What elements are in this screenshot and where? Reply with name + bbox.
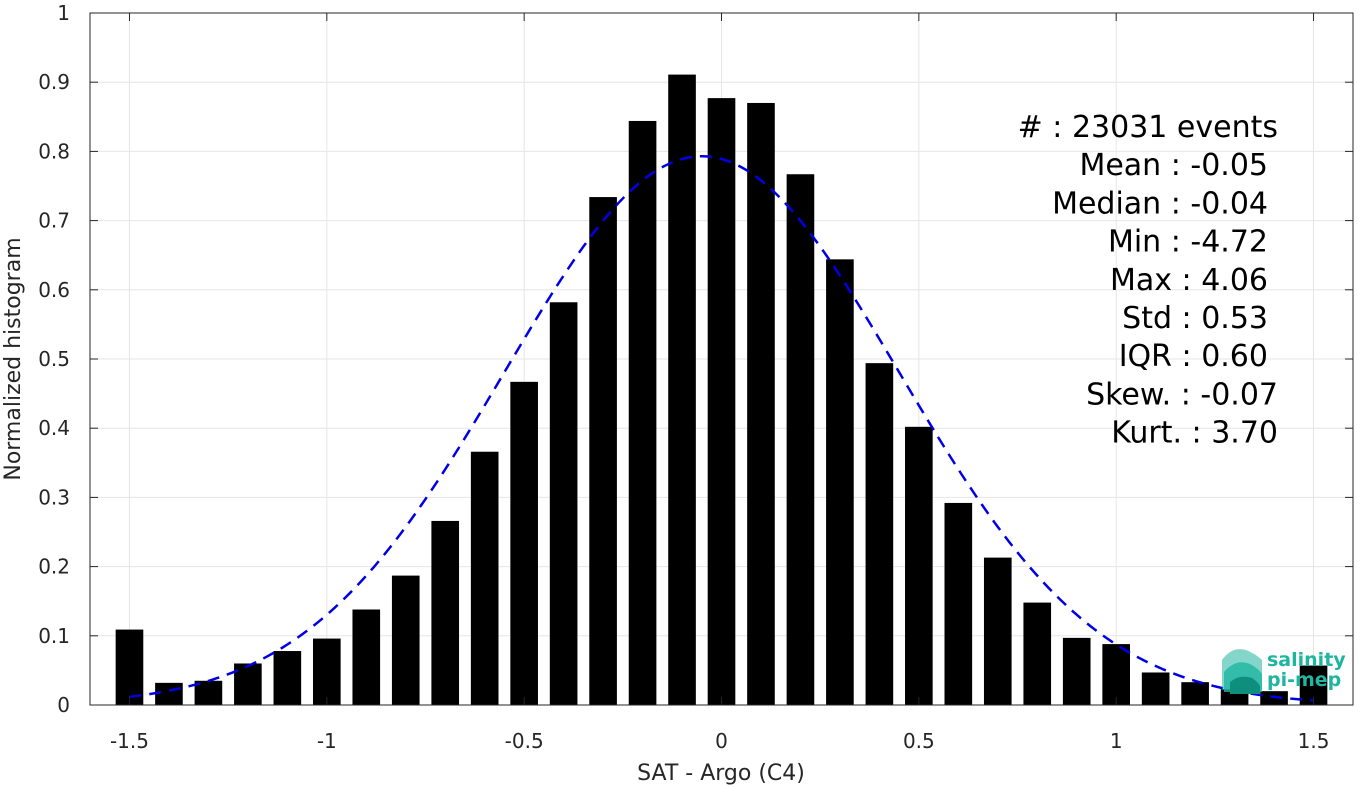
y-tick-label: 0.5: [38, 347, 70, 371]
histogram-bar: [312, 638, 341, 705]
histogram-bar: [510, 381, 538, 705]
logo-line2: pi-mep: [1267, 669, 1341, 691]
y-tick-label: 0.6: [38, 278, 70, 302]
stat-line: Min : -4.72: [1108, 225, 1268, 260]
histogram-bar: [470, 451, 499, 705]
y-tick-label: 0.7: [38, 209, 70, 233]
x-tick-label: 0.5: [903, 729, 935, 753]
histogram-bar: [589, 197, 617, 705]
stat-line: Skew. : -0.07: [1086, 377, 1278, 412]
histogram-bar: [115, 629, 144, 705]
x-tick-label: -1.5: [110, 729, 149, 753]
histogram-bar: [944, 502, 973, 705]
histogram-bar: [1023, 602, 1052, 705]
stat-line: Max : 4.06: [1110, 263, 1268, 298]
histogram-bars: [115, 74, 1328, 706]
histogram-bar: [786, 174, 815, 706]
histogram-bar: [234, 663, 262, 705]
histogram-bar: [431, 520, 460, 705]
stat-line: Std : 0.53: [1122, 301, 1268, 336]
y-tick-label: 0.4: [38, 416, 70, 440]
y-tick-label: 0.2: [38, 555, 70, 579]
histogram-bar: [905, 426, 933, 705]
y-tick-label: 0: [57, 693, 70, 717]
histogram-bar: [983, 557, 1012, 705]
histogram-bar: [273, 651, 302, 705]
logo-wave-icon: [1222, 649, 1262, 694]
histogram-bar: [747, 102, 775, 705]
y-tick-label: 1: [57, 1, 70, 25]
x-tick-label: 0: [715, 729, 728, 753]
stat-line: Kurt. : 3.70: [1111, 416, 1278, 451]
y-tick-label: 0.3: [38, 485, 70, 509]
histogram-bar: [391, 575, 420, 705]
x-axis-ticks: -1.5 -1 -0.5 0 0.5 1 1.5: [110, 13, 1329, 753]
gaussian-fit-curve: [129, 154, 1314, 702]
stat-line: Mean : -0.05: [1079, 148, 1268, 183]
histogram-bar: [707, 98, 736, 706]
x-tick-label: 1.5: [1298, 729, 1330, 753]
histogram-bar: [628, 120, 657, 705]
y-axis-label: Normalized histogram: [1, 237, 26, 480]
stat-line: # : 23031 events: [1018, 110, 1278, 145]
x-axis-label: SAT - Argo (C4): [637, 761, 805, 786]
histogram-bar: [549, 302, 578, 705]
histogram-bar: [1260, 691, 1288, 705]
histogram-bar: [352, 609, 381, 705]
histogram-bar: [668, 74, 696, 705]
logo-line1: salinity: [1267, 649, 1346, 671]
histogram-bar: [1141, 672, 1170, 705]
y-tick-label: 0.8: [38, 139, 70, 163]
histogram-bar: [826, 259, 854, 705]
y-tick-label: 0.9: [38, 70, 70, 94]
histogram-bar: [1102, 644, 1131, 705]
histogram-bar: [865, 363, 894, 705]
x-tick-label: -1: [317, 729, 337, 753]
y-tick-label: 0.1: [38, 624, 70, 648]
stat-line: IQR : 0.60: [1119, 339, 1268, 374]
histogram-bar: [155, 682, 183, 705]
salinity-pi-mep-logo: salinity pi-mep: [1222, 649, 1346, 694]
x-tick-label: 1: [1110, 729, 1123, 753]
histogram-bar: [1181, 682, 1209, 705]
stat-line: Median : -0.04: [1052, 186, 1268, 221]
x-tick-label: -0.5: [505, 729, 544, 753]
y-axis-ticks: 0 0.1 0.2 0.3 0.4 0.5 0.6 0.7 0.8 0.9 1: [38, 1, 1353, 717]
histogram-bar: [1062, 637, 1091, 705]
